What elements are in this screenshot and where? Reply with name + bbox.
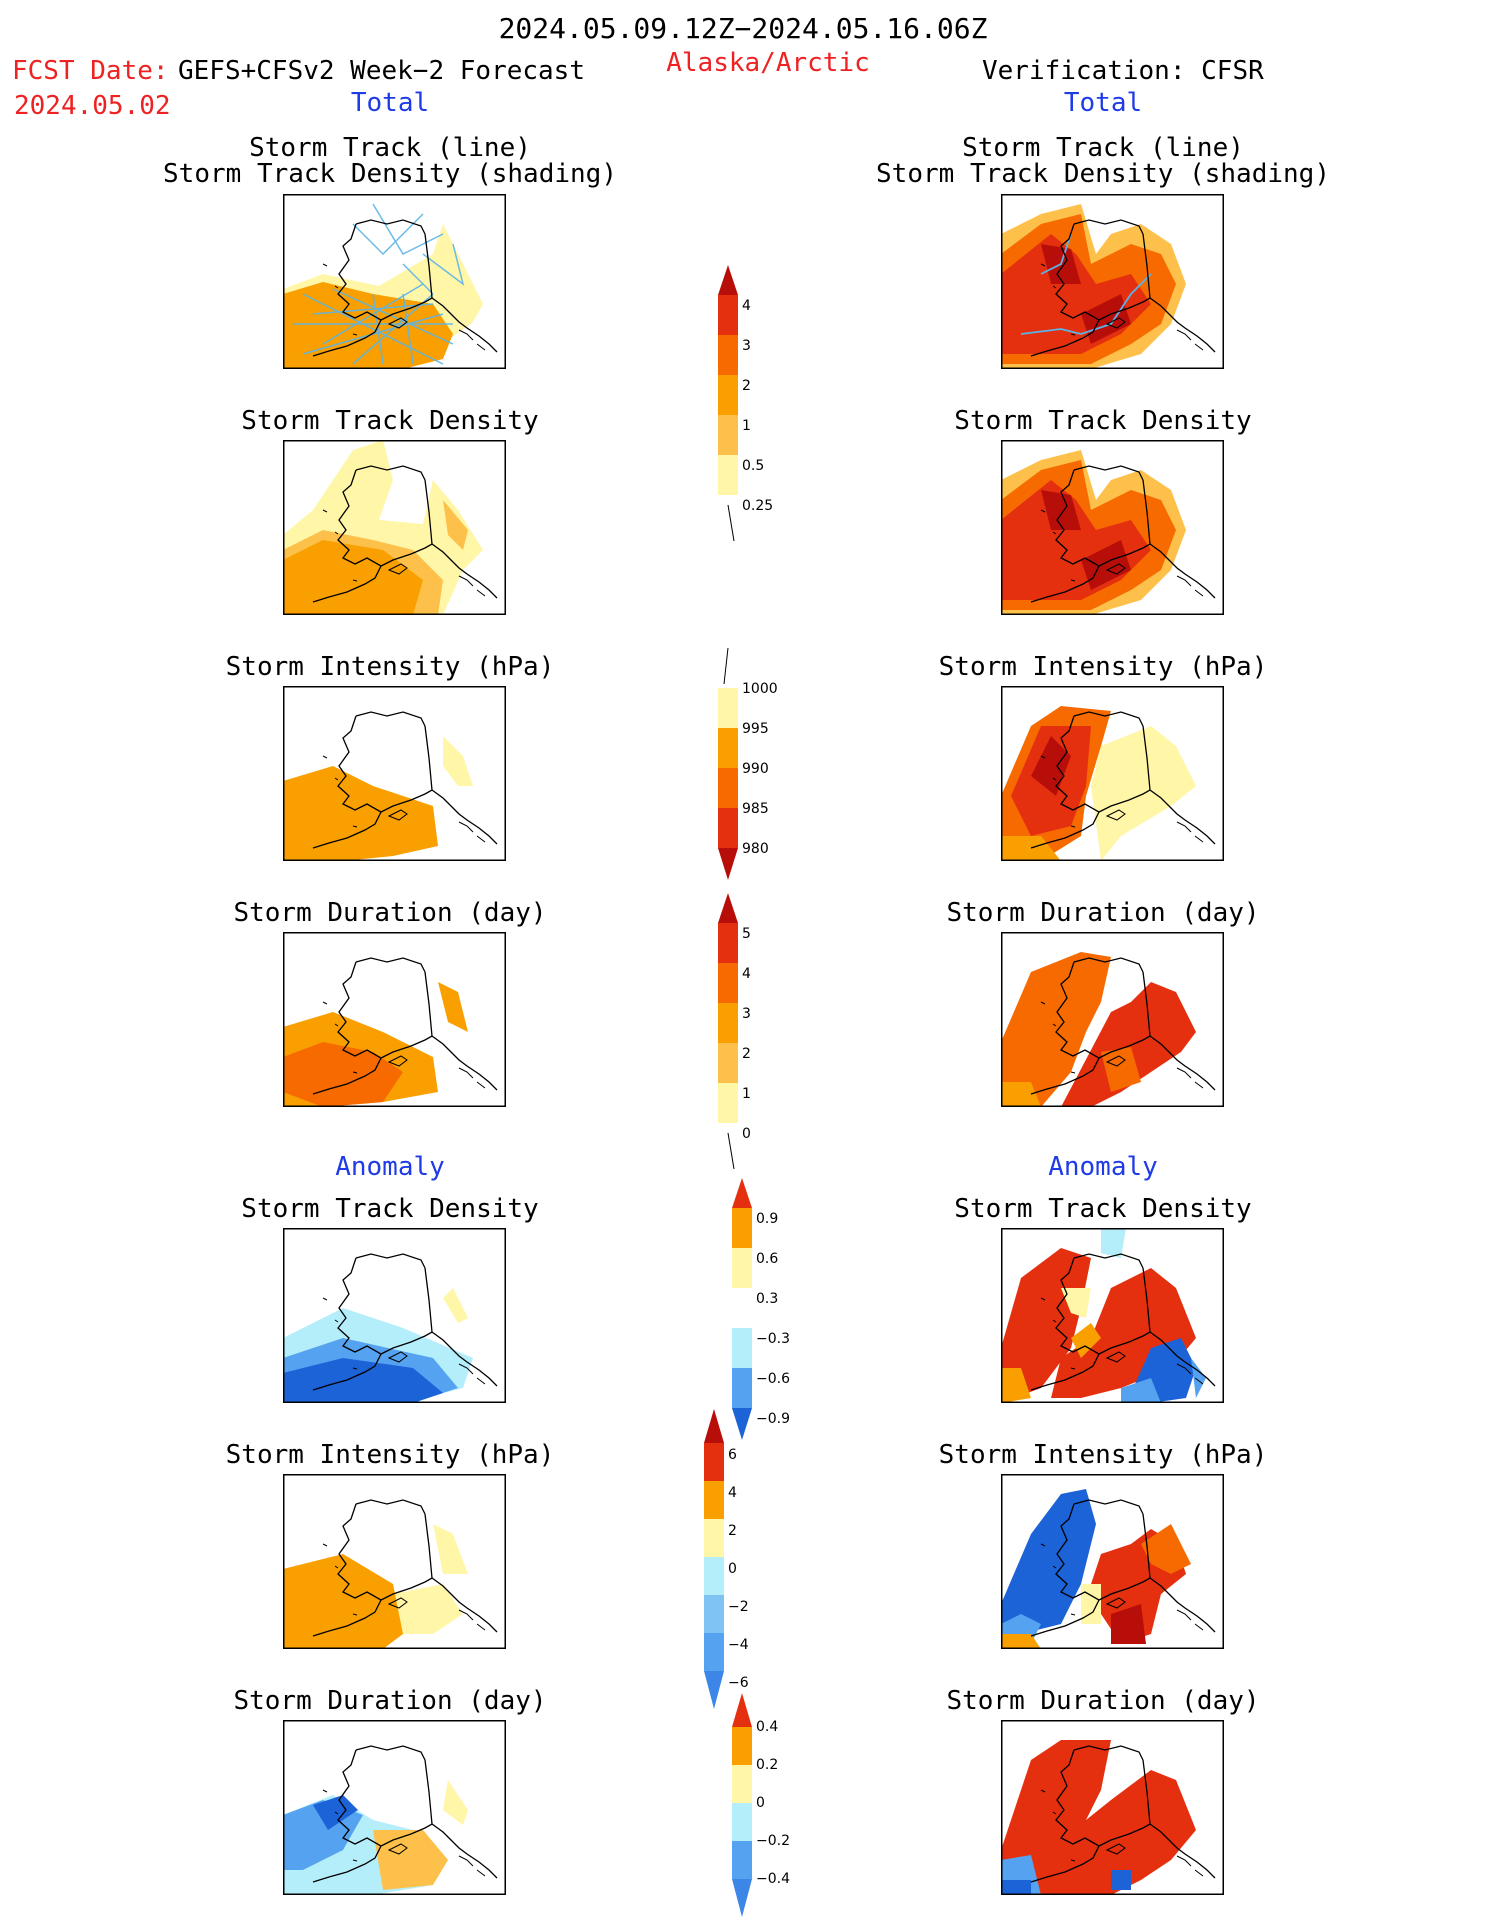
svg-text:0: 0 bbox=[742, 1126, 751, 1142]
svg-text:2: 2 bbox=[728, 1523, 737, 1539]
svg-text:4: 4 bbox=[742, 966, 751, 982]
total-left-label: Total bbox=[350, 88, 430, 118]
left-density-map bbox=[283, 440, 506, 615]
left-anom-intensity-map bbox=[283, 1474, 506, 1649]
svg-text:1: 1 bbox=[742, 418, 751, 434]
svg-text:−0.6: −0.6 bbox=[756, 1371, 790, 1387]
svg-text:0: 0 bbox=[756, 1795, 765, 1811]
svg-text:3: 3 bbox=[742, 1006, 751, 1022]
svg-text:0.6: 0.6 bbox=[756, 1251, 778, 1267]
svg-text:990: 990 bbox=[742, 761, 769, 777]
svg-text:985: 985 bbox=[742, 801, 769, 817]
colorbar-duration-anomaly: 0.4 0.2 0 −0.2 −0.4 bbox=[732, 1693, 790, 1917]
right-density-map bbox=[1001, 440, 1224, 615]
right-anom-duration-title: Storm Duration (day) bbox=[946, 1686, 1260, 1716]
period-title: 2024.05.09.12Z−2024.05.16.06Z bbox=[498, 12, 988, 45]
right-anom-density-title: Storm Track Density bbox=[954, 1194, 1252, 1224]
svg-text:0.3: 0.3 bbox=[756, 1291, 778, 1307]
svg-text:6: 6 bbox=[728, 1447, 737, 1463]
right-intensity-map bbox=[1001, 686, 1224, 861]
left-storm-track-map bbox=[283, 194, 506, 369]
left-track-title-1: Storm Track (line) bbox=[249, 133, 531, 163]
svg-text:4: 4 bbox=[742, 298, 751, 314]
region-title: Alaska/Arctic bbox=[666, 48, 870, 78]
svg-text:0: 0 bbox=[728, 1561, 737, 1577]
svg-text:−0.9: −0.9 bbox=[756, 1411, 790, 1427]
svg-text:5: 5 bbox=[742, 926, 751, 942]
svg-text:995: 995 bbox=[742, 721, 769, 737]
right-track-title-1: Storm Track (line) bbox=[962, 133, 1244, 163]
colorbar-intensity-total: 1000 995 990 985 980 bbox=[718, 647, 778, 880]
svg-text:−6: −6 bbox=[728, 1675, 749, 1691]
left-duration-title: Storm Duration (day) bbox=[233, 898, 547, 928]
svg-text:−0.4: −0.4 bbox=[756, 1871, 790, 1887]
left-intensity-map bbox=[283, 686, 506, 861]
svg-text:2: 2 bbox=[742, 1046, 751, 1062]
right-anom-density-map bbox=[1001, 1228, 1224, 1403]
left-intensity-title: Storm Intensity (hPa) bbox=[225, 652, 555, 682]
svg-text:−2: −2 bbox=[728, 1599, 749, 1615]
right-track-title-2: Storm Track Density (shading) bbox=[876, 159, 1330, 189]
svg-text:0.25: 0.25 bbox=[742, 498, 773, 514]
colorbar-density-total: 4 3 2 1 0.5 0.25 bbox=[718, 265, 773, 542]
right-anom-intensity-map bbox=[1001, 1474, 1224, 1649]
right-duration-map bbox=[1001, 932, 1224, 1107]
left-anom-intensity-title: Storm Intensity (hPa) bbox=[225, 1440, 555, 1470]
right-anom-intensity-title: Storm Intensity (hPa) bbox=[938, 1440, 1268, 1470]
anomaly-right-label: Anomaly bbox=[1048, 1152, 1158, 1182]
fcst-label: FCST Date: bbox=[12, 56, 169, 86]
right-anom-duration-map bbox=[1001, 1720, 1224, 1895]
colorbar-density-anomaly: 0.9 0.6 0.3 −0.3 −0.6 −0.9 bbox=[732, 1178, 790, 1440]
svg-text:2: 2 bbox=[742, 378, 751, 394]
svg-text:−0.2: −0.2 bbox=[756, 1833, 790, 1849]
right-intensity-title: Storm Intensity (hPa) bbox=[938, 652, 1268, 682]
svg-text:−4: −4 bbox=[728, 1637, 749, 1653]
svg-text:0.9: 0.9 bbox=[756, 1211, 778, 1227]
left-duration-map bbox=[283, 932, 506, 1107]
svg-text:1000: 1000 bbox=[742, 681, 778, 697]
left-density-title: Storm Track Density bbox=[241, 406, 539, 436]
svg-text:1: 1 bbox=[742, 1086, 751, 1102]
verification-label: Verification: CFSR bbox=[982, 56, 1264, 86]
left-anom-duration-map bbox=[283, 1720, 506, 1895]
right-density-title: Storm Track Density bbox=[954, 406, 1252, 436]
svg-text:980: 980 bbox=[742, 841, 769, 857]
colorbar-intensity-anomaly: 6 4 2 0 −2 −4 −6 bbox=[704, 1409, 749, 1709]
svg-text:3: 3 bbox=[742, 338, 751, 354]
right-duration-title: Storm Duration (day) bbox=[946, 898, 1260, 928]
svg-text:0.5: 0.5 bbox=[742, 458, 764, 474]
fcst-date: 2024.05.02 bbox=[14, 91, 171, 121]
colorbar-duration-total: 5 4 3 2 1 0 bbox=[718, 893, 751, 1170]
anomaly-left-label: Anomaly bbox=[335, 1152, 445, 1182]
fcst-model: GEFS+CFSv2 Week−2 Forecast bbox=[178, 56, 585, 86]
svg-text:0.2: 0.2 bbox=[756, 1757, 778, 1773]
left-anom-density-title: Storm Track Density bbox=[241, 1194, 539, 1224]
svg-text:0.4: 0.4 bbox=[756, 1719, 778, 1735]
svg-text:4: 4 bbox=[728, 1485, 737, 1501]
total-right-label: Total bbox=[1063, 88, 1143, 118]
left-anom-duration-title: Storm Duration (day) bbox=[233, 1686, 547, 1716]
left-anom-density-map bbox=[283, 1228, 506, 1403]
left-track-title-2: Storm Track Density (shading) bbox=[163, 159, 617, 189]
right-storm-track-map bbox=[1001, 194, 1224, 369]
svg-text:−0.3: −0.3 bbox=[756, 1331, 790, 1347]
